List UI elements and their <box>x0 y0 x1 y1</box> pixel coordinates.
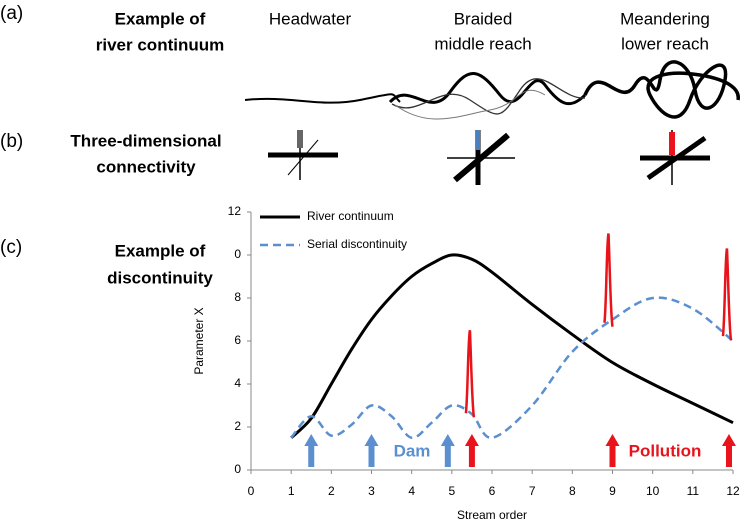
panel-tag: (b) <box>0 131 23 152</box>
arrow <box>605 434 620 467</box>
y-tick-label: 2 <box>234 419 241 433</box>
connectivity-icons <box>268 130 710 185</box>
panel-title: river continuum <box>96 35 224 54</box>
y-axis-label: Parameter X <box>192 307 206 374</box>
x-tick-label: 3 <box>368 484 375 498</box>
zone-label: middle reach <box>434 34 531 53</box>
panel-title: Example of <box>115 241 206 260</box>
pollution-spike <box>721 248 733 341</box>
dam-label: Dam <box>394 441 431 460</box>
arrow <box>721 434 736 467</box>
arrow <box>464 434 479 467</box>
y-tick-label: 6 <box>234 333 241 347</box>
y-tick-label: 4 <box>234 376 241 390</box>
y-tick-label: 0 <box>234 462 241 476</box>
x-tick-label: 2 <box>328 484 335 498</box>
series-line <box>290 296 734 440</box>
arrow <box>304 434 319 467</box>
x-tick-label: 1 <box>288 484 295 498</box>
x-tick-label: 6 <box>489 484 496 498</box>
panel-title: connectivity <box>96 157 196 176</box>
arrow <box>440 434 455 467</box>
panel-tag: (a) <box>0 3 23 24</box>
x-tick-label: 8 <box>569 484 576 498</box>
x-tick-label: 4 <box>408 484 415 498</box>
x-tick-label: 11 <box>687 484 700 498</box>
x-tick-label: 12 <box>726 484 740 498</box>
pollution-spike <box>464 330 476 418</box>
panel-tag: (c) <box>0 237 22 258</box>
arrow <box>364 434 379 467</box>
zone-label: Headwater <box>269 9 352 28</box>
legend-label: River continuum <box>307 209 394 223</box>
river-drawing <box>244 60 740 120</box>
pollution-label: Pollution <box>629 441 702 460</box>
zone-label: Braided <box>454 9 513 28</box>
x-tick-label: 0 <box>248 484 255 498</box>
pollution-spike <box>603 233 614 327</box>
zone-label: lower reach <box>621 34 709 53</box>
x-tick-label: 5 <box>448 484 455 498</box>
x-axis-label: Stream order <box>457 508 527 522</box>
panel-title: Three-dimensional <box>70 131 221 150</box>
zone-label: Meandering <box>620 9 710 28</box>
series-line <box>290 253 734 439</box>
x-tick-label: 7 <box>529 484 536 498</box>
x-tick-label: 10 <box>646 484 660 498</box>
panel-title: discontinuity <box>107 268 213 287</box>
panel-title: Example of <box>115 9 206 28</box>
y-tick-label: 12 <box>228 204 242 218</box>
y-tick-label: 8 <box>234 290 241 304</box>
y-tick-label: 0 <box>234 247 241 261</box>
x-tick-label: 9 <box>609 484 616 498</box>
legend-label: Serial discontinuity <box>307 237 407 251</box>
